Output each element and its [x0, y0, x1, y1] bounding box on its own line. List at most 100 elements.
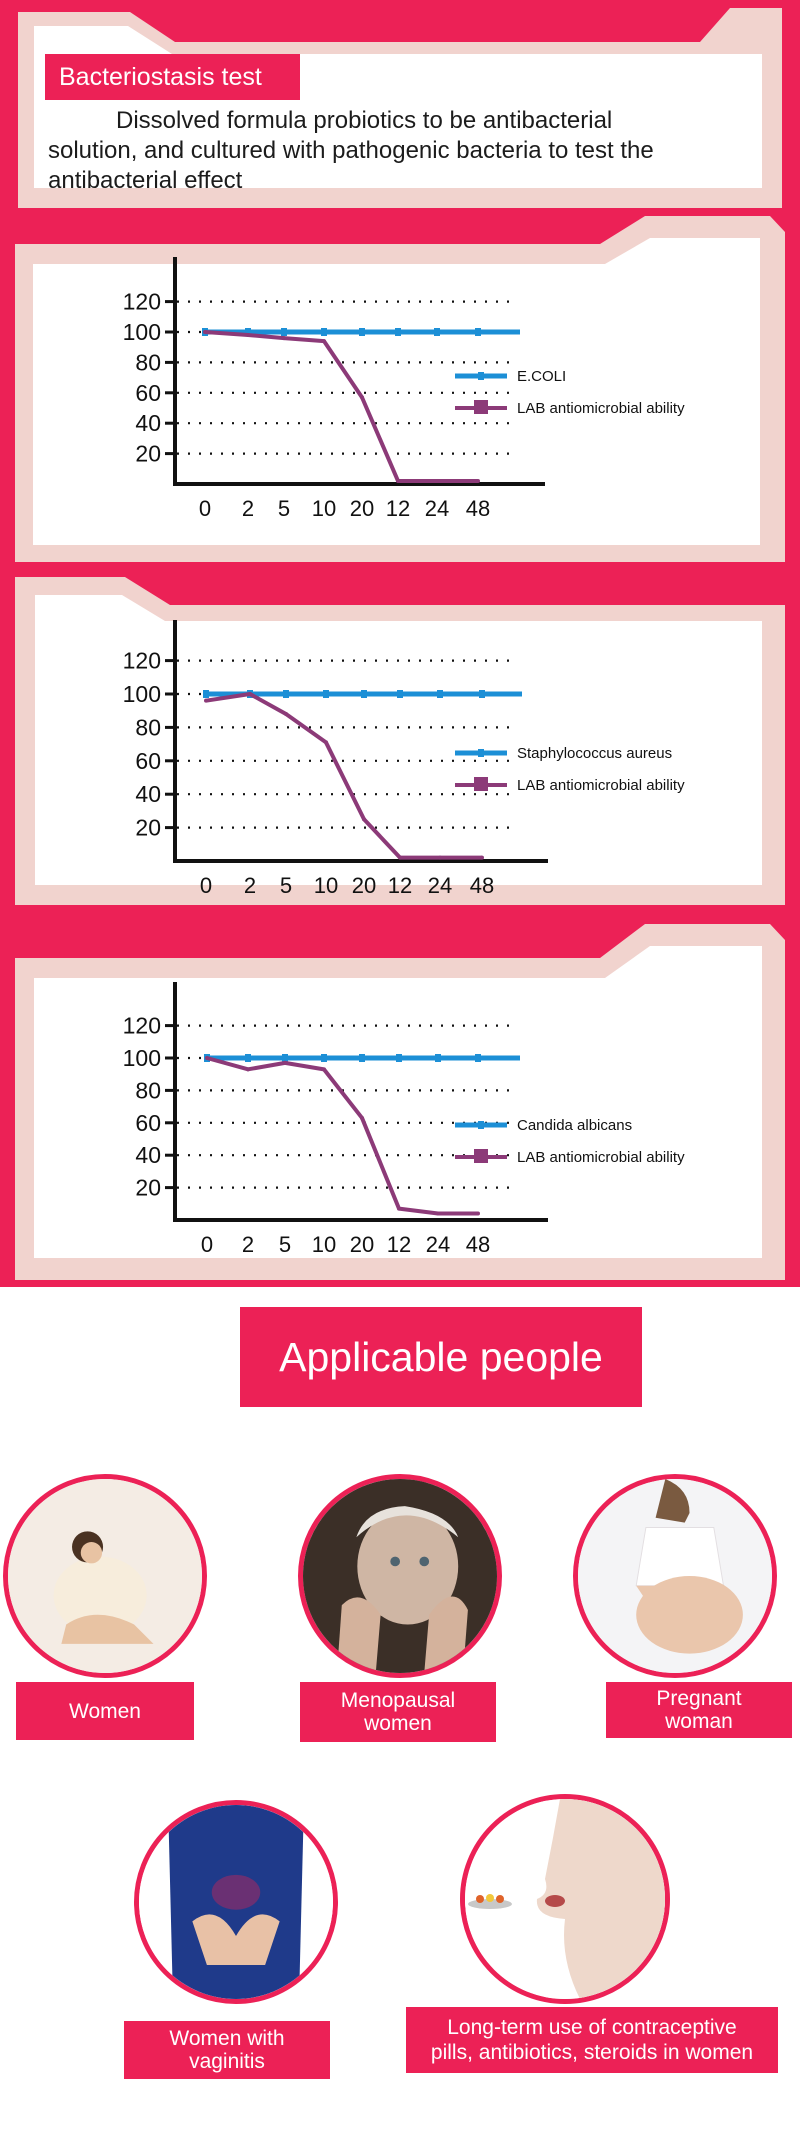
x-tick-label: 12	[386, 496, 410, 521]
legend-label: Staphylococcus aureus	[517, 745, 672, 762]
chart-frame-1	[15, 216, 785, 562]
x-tick-label: 10	[312, 496, 336, 521]
x-tick-label: 5	[278, 496, 290, 521]
x-tick-label: 2	[242, 1232, 254, 1257]
x-tick-label: 12	[387, 1232, 411, 1257]
menopausal-women-label: Menopausal women	[300, 1682, 496, 1742]
legend-label: Candida albicans	[517, 1117, 632, 1134]
series-point	[435, 1054, 441, 1062]
series-point	[479, 690, 485, 698]
x-tick-label: 2	[242, 496, 254, 521]
legend-label: LAB antiomicrobial ability	[517, 1149, 685, 1166]
x-tick-label: 24	[425, 496, 449, 521]
x-tick-label: 20	[352, 873, 376, 898]
series-point	[434, 328, 440, 336]
menopausal-women-photo	[298, 1474, 502, 1678]
vaginitis-photo	[134, 1800, 338, 2004]
legend-marker	[478, 749, 484, 757]
series-point	[203, 690, 209, 698]
intro-description: Dissolved formula probiotics to be antib…	[48, 107, 654, 194]
pregnant-woman-label: Pregnant woman	[606, 1682, 792, 1738]
legend-marker	[478, 1121, 484, 1129]
x-tick-label: 20	[350, 496, 374, 521]
series-point	[435, 478, 439, 483]
woman-sitting-image	[8, 1479, 202, 1673]
series-point	[438, 855, 442, 860]
series-point	[321, 328, 327, 336]
y-tick-label: 40	[135, 410, 161, 436]
x-tick-label: 5	[280, 873, 292, 898]
x-tick-label: 48	[466, 496, 490, 521]
legend-label: LAB antiomicrobial ability	[517, 400, 685, 417]
contraceptive-label: Long-term use of contraceptive pills, an…	[406, 2007, 778, 2073]
top-section: Bacteriostasis test Dissolved formula pr…	[0, 0, 800, 1287]
chart-panel-1: 20 40 60 80 100 120 0 2 5 10 20 12 24 48 E.COLI LAB ant…	[0, 212, 800, 572]
women-with-vaginitis-label: Women with vaginitis	[124, 2021, 330, 2079]
y-tick-label: 100	[123, 319, 161, 345]
pregnant-woman-image	[578, 1479, 772, 1673]
series-point	[322, 339, 326, 344]
y-tick-label: 100	[123, 681, 161, 707]
series-point	[283, 690, 289, 698]
series-point	[205, 1056, 209, 1060]
series-point	[437, 690, 443, 698]
x-tick-label: 2	[244, 873, 256, 898]
contraceptive-photo	[460, 1794, 670, 2004]
woman-taking-pill-image	[465, 1799, 665, 1999]
x-tick-label: 0	[199, 496, 211, 521]
x-tick-label: 20	[350, 1232, 374, 1257]
chart-2: 20 40 60 80 100 120 0 2 5 10 20 12 24 48 Staphylococcu…	[123, 620, 685, 898]
women-photo	[3, 1474, 207, 1678]
women-label: Women	[16, 1682, 194, 1740]
y-tick-label: 40	[135, 781, 161, 807]
x-tick-label: 24	[426, 1232, 450, 1257]
legend-marker	[478, 372, 484, 380]
series-line-2	[206, 1056, 478, 1216]
series-point	[322, 1067, 326, 1072]
chart-3: 20 40 60 80 100 120 0 2 5 10 20 12 24 48 Candida albic…	[123, 982, 685, 1257]
y-tick-label: 120	[123, 1013, 161, 1039]
series-point	[246, 333, 250, 338]
series-point	[203, 330, 207, 334]
y-tick-label: 120	[123, 289, 161, 315]
y-tick-label: 20	[135, 815, 161, 841]
y-tick-label: 20	[135, 441, 161, 467]
chart-frame-3	[15, 924, 785, 1280]
y-tick-label: 60	[135, 1110, 161, 1136]
legend-label: LAB antiomicrobial ability	[517, 777, 685, 794]
series-point	[204, 698, 208, 703]
series-point	[476, 478, 480, 483]
series-point	[324, 740, 328, 745]
series-point	[282, 1054, 288, 1062]
y-tick-label: 120	[123, 648, 161, 674]
y-tick-label: 80	[135, 714, 161, 740]
x-tick-label: 12	[388, 873, 412, 898]
y-tick-label: 100	[123, 1045, 161, 1071]
y-tick-label: 60	[135, 748, 161, 774]
chart-panel-3: 20 40 60 80 100 120 0 2 5 10 20 12 24 48 Candida albic…	[0, 920, 800, 1285]
series-point	[361, 690, 367, 698]
series-point	[476, 1211, 480, 1216]
series-point	[321, 1054, 327, 1062]
series-point	[362, 817, 366, 822]
bacteriostasis-badge: Bacteriostasis test	[45, 54, 300, 100]
series-point	[359, 1054, 365, 1062]
series-point	[398, 855, 402, 860]
series-point	[360, 395, 364, 400]
series-point	[246, 1067, 250, 1072]
series-point	[396, 1054, 402, 1062]
series-point	[245, 328, 251, 336]
series-point	[245, 1054, 251, 1062]
chart-panel-2: 20 40 60 80 100 120 0 2 5 10 20 12 24 48 Staphylococcu…	[0, 565, 800, 920]
series-point	[284, 712, 288, 717]
applicable-people-title: Applicable people	[240, 1307, 642, 1407]
series-point	[282, 336, 286, 341]
x-tick-label: 0	[200, 873, 212, 898]
pregnant-woman-photo	[573, 1474, 777, 1678]
woman-with-vaginitis-image	[139, 1805, 333, 1999]
series-line-2	[204, 330, 478, 483]
y-tick-label: 20	[135, 1175, 161, 1201]
series-point	[281, 328, 287, 336]
series-point	[359, 328, 365, 336]
legend-label: E.COLI	[517, 368, 566, 385]
